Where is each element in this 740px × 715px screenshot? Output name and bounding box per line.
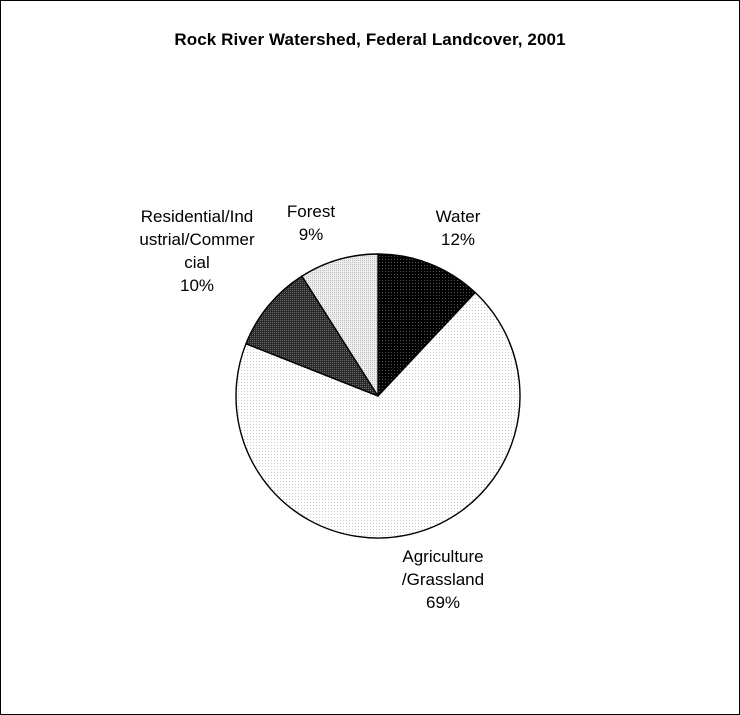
pie-slice-2 [245,275,379,397]
pie-slice-label-line: Forest [287,202,335,221]
pie-slice-label-line: /Grassland [402,570,484,589]
pie-slice-label-line: Water [436,207,481,226]
pie-slice-1 [235,291,521,539]
pie-slice-label-line: 9% [299,225,324,244]
pie-slice-label-line: ustrial/Commer [139,230,255,249]
chart-title: Rock River Watershed, Federal Landcover,… [174,30,566,49]
pie-slice-label-0: Water 12% [436,207,481,249]
pie-slice-label-line: Agriculture [402,547,483,566]
pie-slice-0 [377,253,476,397]
pie-slice-label-line: cial [184,253,210,272]
pie-slice-label-line: 10% [180,276,214,295]
pie-slice-label-2: Residential/Ind ustrial/Commer cial 10% [139,207,255,295]
pie-slice-3 [301,253,379,397]
pie-slices [235,253,521,539]
pie-slice-label-line: 12% [441,230,475,249]
pie-slice-label-1: Agriculture/Grassland 69% [402,547,484,612]
pie-slice-label-line: 69% [426,593,460,612]
pie-slice-label-line: Residential/Ind [141,207,253,226]
pie-labels: Water 12% Agriculture/Grassland 69% Resident… [139,202,484,612]
pie-slice-label-3: Forest 9% [287,202,335,244]
